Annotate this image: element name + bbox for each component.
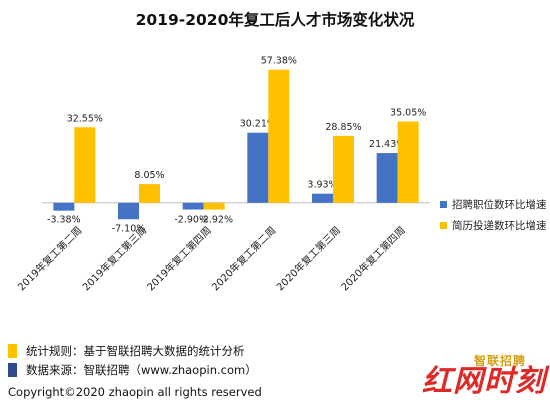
footer-source-row: 数据来源：智联招聘（www.zhaopin.com） (8, 362, 257, 378)
data-label-1-6: 21.43% (369, 139, 405, 150)
data-label-2-3: -2.92% (199, 215, 233, 226)
blue-square-icon (8, 363, 17, 377)
zhaopin-logo-text: 智联招聘 (474, 354, 527, 368)
stat-rule-text: 统计规则：基于智联招聘大数据的统计分析 (26, 344, 245, 358)
chart-svg: -3.38% 32.55% 2019年复工第二周 -7.10% 8.05% 2019年复工… (15, 56, 547, 294)
legend-swatch-2 (440, 222, 447, 229)
data-label-2-6: 35.05% (390, 107, 426, 118)
data-label-1-3: -2.90% (174, 215, 208, 226)
data-label-1-2: -7.10% (112, 223, 146, 234)
data-label-1-1: -3.38% (47, 215, 81, 226)
data-source-text: 数据来源：智联招聘（www.zhaopin.com） (26, 363, 257, 377)
bar-1-4 (247, 132, 269, 203)
yellow-square-icon (8, 344, 17, 358)
legend-label-1: 招聘职位数环比增速 (452, 198, 547, 211)
data-label-2-4: 57.38% (261, 56, 297, 67)
data-label-1-4: 30.21% (240, 119, 276, 130)
bar-2-4 (268, 69, 290, 203)
chart: 2019-2020年复工后人才市场变化状况 -3.38% 32.55% 2019年复… (14, 11, 547, 294)
bar-2-2 (139, 184, 160, 203)
bar-1-2 (118, 202, 139, 220)
chart-title: 2019-2020年复工后人才市场变化状况 (135, 11, 415, 29)
x-tick-label-4: 2020年复工第二周 (209, 224, 279, 294)
bar-2-1 (74, 127, 96, 203)
data-label-1-5: 3.93% (307, 180, 337, 191)
watermark-text: 红网时刻 (422, 364, 546, 399)
bar-1-1 (53, 202, 75, 211)
watermark-sub: REDNET.CN (488, 392, 545, 401)
bar-2-5 (333, 135, 354, 203)
x-tick-label-3: 2019年复工第四周 (144, 224, 214, 294)
bar-2-6 (397, 121, 419, 203)
footer-rule-row: 统计规则：基于智联招聘大数据的统计分析 (8, 343, 245, 359)
x-tick-label-6: 2020年复工第四周 (338, 224, 408, 294)
copyright-text: Copyright©2020 zhaopin all rights reserv… (8, 385, 262, 399)
bar-1-5 (312, 193, 333, 203)
bar-1-6 (376, 153, 398, 203)
legend-label-2: 简历投递数环比增速 (452, 219, 547, 232)
x-tick-label-1: 2019年复工第二周 (15, 224, 85, 294)
data-label-2-2: 8.05% (134, 170, 164, 181)
bar-2-3 (203, 202, 225, 210)
data-label-2-1: 32.55% (67, 113, 103, 124)
legend-swatch-1 (440, 201, 447, 208)
x-tick-label-5: 2020年复工第三周 (274, 224, 344, 294)
data-label-2-5: 28.85% (325, 122, 361, 133)
brand-area: 智联招聘 红网时刻 REDNET.CN (336, 352, 550, 405)
bar-1-3 (182, 202, 204, 210)
